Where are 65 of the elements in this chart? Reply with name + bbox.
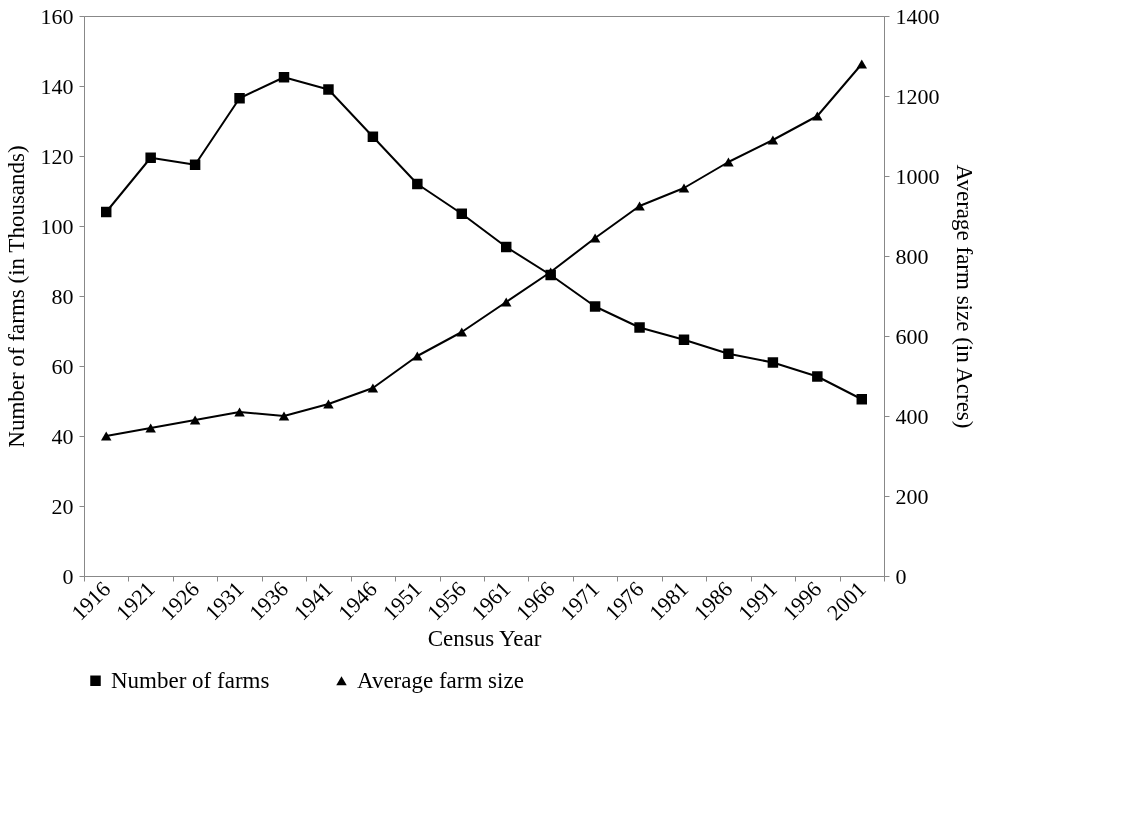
x-tick-label: 1961 [466,576,516,626]
y2-tick-label: 600 [895,323,929,349]
y-tick-label: 80 [51,283,74,309]
point [856,59,868,69]
y-tick-label: 20 [51,493,74,519]
legend-label: Average farm size [357,667,524,693]
point [412,178,423,190]
point [145,152,156,163]
point [234,93,245,104]
point [189,415,201,425]
point [812,111,823,121]
y-tick-label: 40 [51,423,74,449]
x-tick-label: 1951 [377,576,427,626]
x-axis-title: Census Year [427,626,542,652]
y2-tick-label: 1400 [895,3,940,29]
y-axis-title: Number of farms (in Thousands) [3,145,29,448]
point [145,423,156,433]
point [634,322,645,333]
x-tick-label: 1921 [110,576,160,626]
y-tick-label: 160 [40,3,74,29]
point [278,411,290,421]
y-tick-label: 100 [40,213,74,239]
point [678,183,690,193]
point [545,267,556,277]
x-tick-label: 1991 [733,576,782,626]
x-tick-label: 1941 [288,576,338,626]
x-tick-label: 1981 [644,576,693,626]
point [100,431,112,441]
point [367,131,379,142]
y2-tick-label: 0 [895,563,907,589]
point [367,383,379,393]
point [812,371,823,382]
y2-tick-label: 200 [895,483,929,509]
point [500,241,512,253]
point [412,351,423,361]
point [856,394,868,405]
point [767,135,779,145]
y2-tick-label: 1000 [895,163,940,189]
legend-label: Number of farms [111,667,270,693]
point [234,407,245,417]
point [189,159,201,170]
point [323,399,334,409]
point [767,357,779,368]
y2-axis-title: Average farm size (in Acres) [951,164,977,429]
y2-tick-label: 800 [895,243,929,269]
y2-tick-label: 1200 [895,83,940,109]
point [323,84,334,95]
point [723,157,734,167]
point [589,233,601,243]
y-tick-label: 60 [51,353,74,379]
y-tick-label: 120 [40,143,74,169]
x-tick-label: 1971 [555,576,605,626]
point [100,206,112,218]
point [278,72,290,83]
point [723,348,734,359]
x-tick-label: 1931 [199,576,249,626]
point [500,297,512,307]
y-tick-label: 0 [62,563,74,589]
point [456,327,468,337]
point [634,201,645,211]
y-tick-label: 140 [40,73,74,99]
point [589,301,601,312]
point [456,208,468,219]
y2-tick-label: 400 [895,403,929,429]
point [678,334,690,345]
